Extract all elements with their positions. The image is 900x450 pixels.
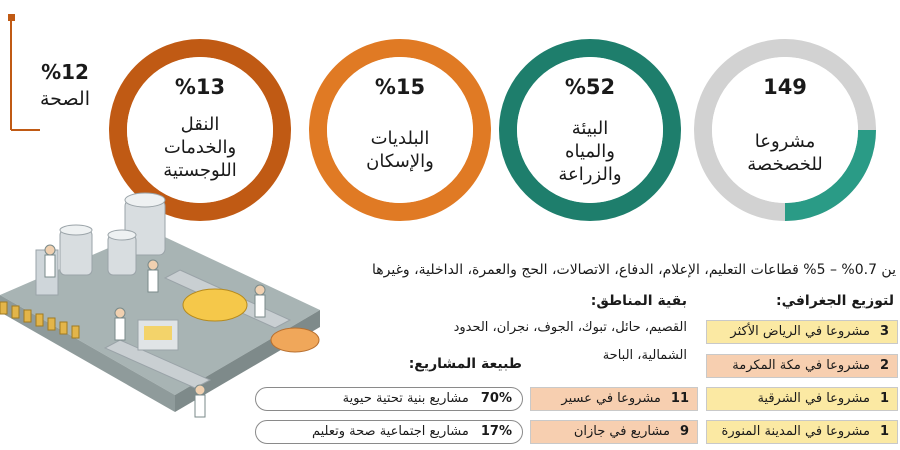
circle-municipal: %15 البلديات والإسكان <box>320 55 480 215</box>
circle-label-line: للخصخصة <box>747 154 823 175</box>
factory-illustration <box>0 192 320 418</box>
row-text: مشروعا في الشرقية <box>757 391 870 406</box>
sectors-line: ين 0.7% – 5% قطاعات التعليم، الإعلام، ال… <box>372 262 896 278</box>
circle-label-line: اللوجستية <box>163 160 237 181</box>
regions-heading: بقية المناطق: <box>590 293 687 309</box>
row-number: 3 <box>879 324 889 339</box>
row-number: 1 <box>879 391 889 406</box>
ring-graphics <box>109 39 876 221</box>
health-stat: %12 الصحة <box>30 60 100 110</box>
regions-line-2: الشمالية، الباحة <box>602 348 687 363</box>
row-number: 17% <box>480 424 512 439</box>
row-number: 9 <box>679 424 689 439</box>
regions-line-1: القصيم، حائل، تبوك، الجوف، نجران، الحدود <box>453 320 687 335</box>
row-text: مشاريع اجتماعية صحة وتعليم <box>311 424 469 439</box>
row-text: مشروعا في المدينة المنورة <box>721 424 870 439</box>
circle-environment: %52 البيئة والمياه والزراعة <box>510 55 670 215</box>
circle-label-line: النقل <box>180 114 220 135</box>
row-number: 2 <box>879 358 889 373</box>
circle-label-line: البلديات <box>370 128 430 149</box>
circle-transport: %13 النقل والخدمات اللوجستية <box>120 55 280 215</box>
circle-value: 149 <box>763 75 807 99</box>
health-value: %12 <box>41 60 89 84</box>
circle-label: البلديات والإسكان <box>320 127 480 173</box>
circle-149: 149 مشروعا للخصخصة <box>705 55 865 215</box>
row-number: 1 <box>879 424 889 439</box>
region-row: 9 مشاريع في جازان <box>530 420 698 444</box>
circle-value: %52 <box>564 75 616 99</box>
circle-label: مشروعا للخصخصة <box>705 130 865 176</box>
circle-value: %13 <box>174 75 226 99</box>
row-text: مشاريع بنية تحتية حيوية <box>342 391 469 406</box>
nature-row: 70% مشاريع بنية تحتية حيوية <box>255 387 523 411</box>
geo-heading: لتوزيع الجغرافي: <box>776 293 894 309</box>
circle-label-line: والمياه <box>565 141 615 162</box>
circle-label: النقل والخدمات اللوجستية <box>120 113 280 182</box>
health-label: الصحة <box>40 88 90 110</box>
circle-value: %15 <box>374 75 426 99</box>
row-number: 11 <box>670 391 689 406</box>
nature-heading: طبيعة المشاريع: <box>408 356 522 372</box>
row-text: مشروعا في عسير <box>561 391 661 406</box>
row-text: مشاريع في جازان <box>573 424 670 439</box>
geo-row: 1 مشروعا في المدينة المنورة <box>706 420 898 444</box>
circle-label-line: مشروعا <box>754 131 816 152</box>
row-text: مشروعا في مكة المكرمة <box>732 358 870 373</box>
circle-label: البيئة والمياه والزراعة <box>510 117 670 186</box>
nature-row: 17% مشاريع اجتماعية صحة وتعليم <box>255 420 523 444</box>
circle-label-line: والإسكان <box>366 151 434 172</box>
geo-row: 2 مشروعا في مكة المكرمة <box>706 354 898 378</box>
region-row: 11 مشروعا في عسير <box>530 387 698 411</box>
circle-label-line: والزراعة <box>558 164 622 185</box>
circle-label-line: البيئة <box>571 118 609 139</box>
circle-label-line: والخدمات <box>163 137 237 158</box>
row-text: مشروعا في الرياض الأكثر <box>730 324 870 339</box>
geo-row: 3 مشروعا في الرياض الأكثر <box>706 320 898 344</box>
geo-row: 1 مشروعا في الشرقية <box>706 387 898 411</box>
row-number: 70% <box>480 391 512 406</box>
